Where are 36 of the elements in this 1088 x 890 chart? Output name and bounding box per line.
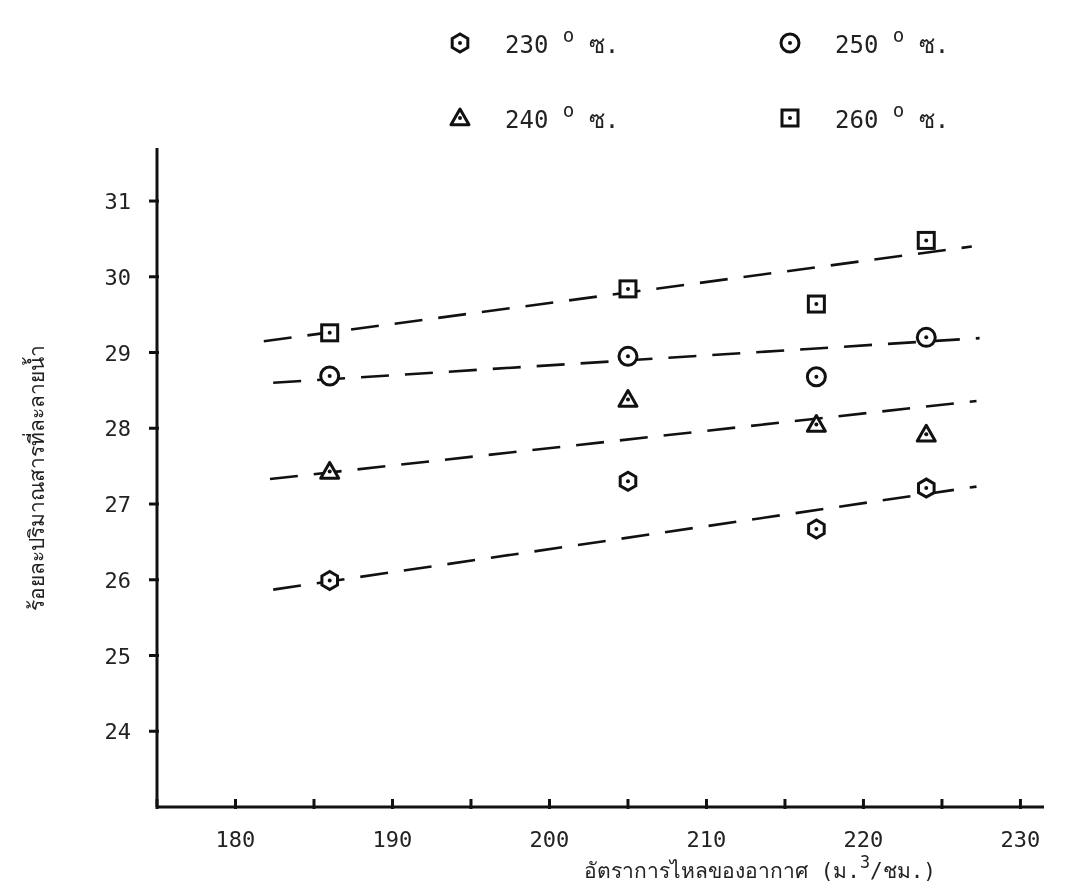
point (915, 423, 937, 443)
legend-label: 250 $^{o}$ ซ. (835, 23, 950, 59)
x-tick-label: 190 (372, 827, 413, 852)
point (617, 345, 639, 367)
y-tick-label: 30 (104, 264, 131, 290)
legend-label: 240 $^{o}$ ซ. (505, 98, 620, 134)
point (618, 470, 638, 492)
y-tick-label: 25 (104, 643, 131, 669)
y-tick-label: 29 (104, 340, 131, 366)
y-tick-label: 26 (104, 567, 131, 593)
point (319, 460, 341, 480)
legend-label: 260 $^{o}$ ซ. (835, 98, 950, 134)
x-axis-title: อัตราการไหลของอากาศ (ม.$^{3}$/ชม.) (584, 852, 936, 883)
point (807, 518, 826, 540)
point (917, 477, 936, 499)
point (915, 326, 937, 348)
y-tick-label: 31 (104, 189, 131, 215)
point (320, 323, 340, 343)
x-tick-label: 210 (686, 827, 727, 852)
x-tick-label: 200 (529, 827, 570, 852)
y-tick-label: 28 (104, 416, 131, 442)
point (805, 413, 827, 433)
y-tick-label: 27 (104, 492, 131, 518)
point (806, 294, 826, 314)
x-tick-label: 220 (843, 827, 884, 852)
point (916, 230, 936, 250)
point (618, 279, 638, 299)
point (805, 366, 827, 388)
y-tick-label: 24 (104, 719, 131, 745)
y-axis-title: ร้อยละปริมาณสารที่ละลายน้ำ (22, 344, 49, 611)
point (320, 570, 339, 591)
x-tick-label: 230 (1000, 827, 1041, 852)
point (319, 365, 341, 387)
x-tick-label: 180 (215, 827, 256, 852)
legend-label: 230 $^{o}$ ซ. (505, 23, 620, 59)
point (617, 388, 639, 408)
